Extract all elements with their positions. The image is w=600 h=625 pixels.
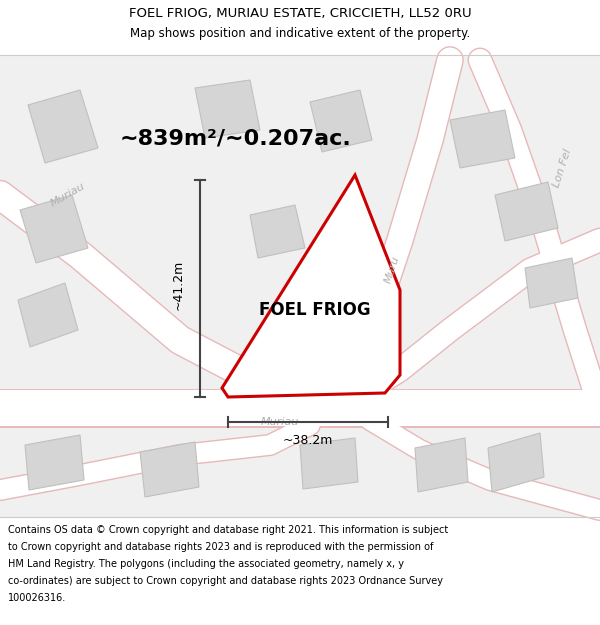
Bar: [0, 55, 600, 517]
Text: Map shows position and indicative extent of the property.: Map shows position and indicative extent…: [130, 28, 470, 41]
Polygon shape: [300, 438, 358, 489]
Polygon shape: [495, 182, 558, 241]
Text: co-ordinates) are subject to Crown copyright and database rights 2023 Ordnance S: co-ordinates) are subject to Crown copyr…: [8, 576, 443, 586]
Polygon shape: [450, 110, 515, 168]
Text: HM Land Registry. The polygons (including the associated geometry, namely x, y: HM Land Registry. The polygons (includin…: [8, 559, 404, 569]
Polygon shape: [28, 90, 98, 163]
Text: Contains OS data © Crown copyright and database right 2021. This information is : Contains OS data © Crown copyright and d…: [8, 525, 448, 535]
Polygon shape: [18, 283, 78, 347]
Text: ~41.2m: ~41.2m: [172, 260, 185, 310]
Polygon shape: [310, 90, 372, 152]
Text: FOEL FRIOG, MURIAU ESTATE, CRICCIETH, LL52 0RU: FOEL FRIOG, MURIAU ESTATE, CRICCIETH, LL…: [128, 8, 472, 21]
Polygon shape: [195, 80, 260, 138]
Polygon shape: [488, 433, 544, 492]
Text: Lon Fel: Lon Fel: [551, 148, 573, 189]
Polygon shape: [140, 442, 199, 497]
Text: Muriau: Muriau: [261, 417, 299, 427]
Bar: [0, 517, 600, 625]
Polygon shape: [222, 175, 400, 397]
Polygon shape: [525, 258, 578, 308]
Text: 100026316.: 100026316.: [8, 593, 66, 603]
Text: FOEL FRIOG: FOEL FRIOG: [259, 301, 371, 319]
Polygon shape: [20, 195, 88, 263]
Polygon shape: [25, 435, 84, 490]
Text: ~839m²/~0.207ac.: ~839m²/~0.207ac.: [120, 128, 352, 148]
Polygon shape: [250, 205, 305, 258]
Text: to Crown copyright and database rights 2023 and is reproduced with the permissio: to Crown copyright and database rights 2…: [8, 542, 433, 552]
Polygon shape: [415, 438, 468, 492]
Bar: [0, 0, 600, 55]
Text: ~38.2m: ~38.2m: [283, 434, 333, 446]
Text: Muru: Muru: [383, 255, 401, 285]
Text: Muriau: Muriau: [49, 181, 87, 209]
